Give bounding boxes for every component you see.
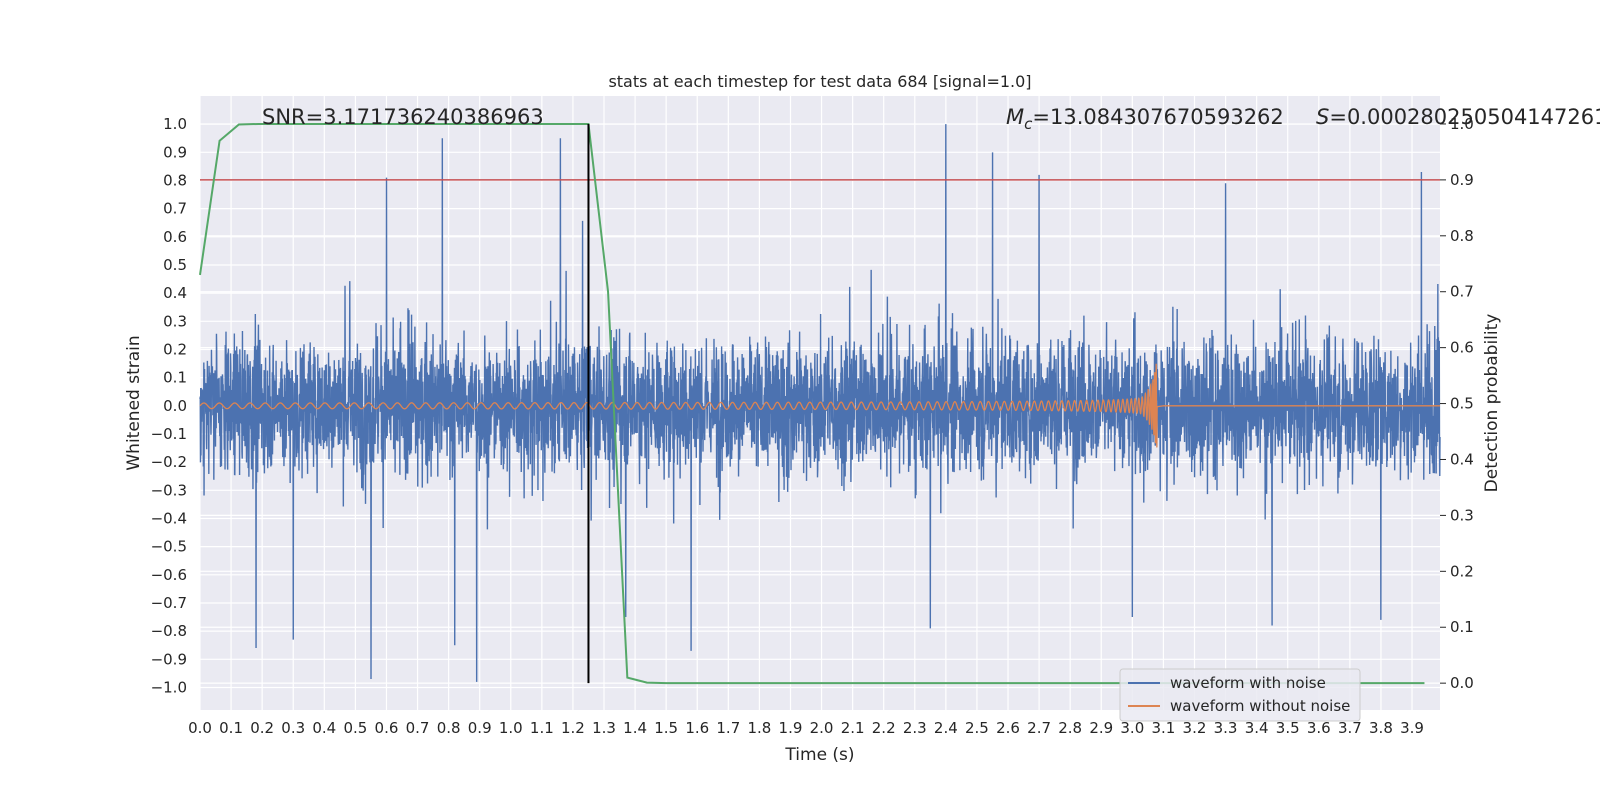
x-tick-label: 1.4	[623, 719, 647, 737]
y2-tick-label: 0.0	[1450, 674, 1474, 692]
x-tick-label: 3.3	[1214, 719, 1238, 737]
x-tick-label: 1.7	[716, 719, 740, 737]
x-tick-label: 1.6	[685, 719, 709, 737]
y2-tick-label: 0.8	[1450, 227, 1474, 245]
x-tick-label: 0.8	[437, 719, 461, 737]
y-tick-label: −0.5	[151, 538, 187, 556]
y-tick-label: 0.0	[163, 397, 187, 415]
x-tick-label: 2.2	[872, 719, 896, 737]
x-tick-label: 1.1	[530, 719, 554, 737]
x-tick-label: 0.0	[188, 719, 212, 737]
x-tick-label: 3.4	[1245, 719, 1269, 737]
y-tick-label: 0.6	[163, 228, 187, 246]
x-tick-labels: 0.0 0.1 0.2 0.3 0.4 0.5 0.6 0.7 0.8 0.9 1.0 1.1 1.2 1…	[188, 719, 1424, 737]
x-tick-label: 0.5	[343, 719, 367, 737]
y2-tick-label: 0.2	[1450, 562, 1474, 580]
x-tick-label: 0.4	[312, 719, 336, 737]
y-tick-label: 0.4	[163, 284, 187, 302]
y-tick-label: 1.0	[163, 115, 187, 133]
y-tick-label: 0.1	[163, 369, 187, 387]
x-tick-label: 1.8	[747, 719, 771, 737]
legend-label-noise: waveform with noise	[1170, 674, 1326, 692]
y2-tick-labels: 1.0 0.9 0.8 0.7 0.6 0.5 0.4 0.3 0.2 0.1 0.0	[1440, 115, 1474, 692]
y-tick-label: −0.2	[151, 453, 187, 471]
legend: waveform with noise waveform without noi…	[1119, 668, 1361, 722]
y2-tick-label: 0.1	[1450, 618, 1474, 636]
y-tick-label: −0.6	[151, 566, 187, 584]
y-tick-label: −0.1	[151, 425, 187, 443]
x-tick-label: 0.3	[281, 719, 305, 737]
x-tick-label: 3.6	[1307, 719, 1331, 737]
x-tick-label: 3.2	[1183, 719, 1207, 737]
y-tick-label: −0.9	[151, 650, 187, 668]
x-tick-label: 2.4	[934, 719, 958, 737]
series-waveform-with-noise	[199, 124, 1441, 682]
y-tick-label: −0.3	[151, 481, 187, 499]
x-axis-label: Time (s)	[784, 745, 854, 765]
x-tick-label: 2.8	[1058, 719, 1082, 737]
x-tick-label: 3.1	[1151, 719, 1175, 737]
y2-tick-label: 0.7	[1450, 283, 1474, 301]
chart-title: stats at each timestep for test data 684…	[608, 72, 1031, 91]
snr-annotation: SNR=3.171736240386963	[262, 105, 544, 129]
y2-tick-label: 0.5	[1450, 395, 1474, 413]
legend-box	[1119, 668, 1361, 722]
y-tick-label: −1.0	[151, 678, 187, 696]
y-tick-labels: 1.0 0.9 0.8 0.7 0.6 0.5 0.4 0.3 0.2 0.1 0.0 −0.1 −0.…	[151, 115, 187, 696]
x-tick-label: 2.1	[841, 719, 865, 737]
plot-content	[199, 122, 1441, 685]
x-tick-label: 3.0	[1120, 719, 1144, 737]
y2-tick-label: 0.6	[1450, 339, 1474, 357]
x-tick-label: 0.1	[219, 719, 243, 737]
x-tick-label: 2.0	[810, 719, 834, 737]
x-tick-label: 3.9	[1400, 719, 1424, 737]
y2-axis-label: Detection probability	[1482, 314, 1502, 493]
y-tick-label: 0.5	[163, 256, 187, 274]
y-tick-label: 0.9	[163, 143, 187, 161]
x-tick-label: 0.9	[468, 719, 492, 737]
mc-annotation: Mc=13.084307670593262	[1006, 105, 1284, 133]
x-tick-label: 1.9	[779, 719, 803, 737]
x-tick-label: 2.9	[1089, 719, 1113, 737]
mc-value: =13.084307670593262	[1032, 105, 1283, 129]
s-annotation: S=0.00028025050414726138	[1316, 105, 1600, 129]
y2-tick-label: 1.0	[1450, 115, 1474, 133]
y2-tick-label: 0.4	[1450, 450, 1474, 468]
s-symbol: S	[1316, 105, 1329, 129]
y-tick-label: 0.3	[163, 312, 187, 330]
y-tick-label: 0.7	[163, 200, 187, 218]
y-tick-label: −0.7	[151, 594, 187, 612]
x-tick-label: 0.7	[406, 719, 430, 737]
series-detection-probability	[199, 122, 1425, 685]
y-tick-label: −0.4	[151, 509, 187, 527]
y-axis-label: Whitened strain	[124, 335, 144, 470]
x-tick-label: 1.3	[592, 719, 616, 737]
y-tick-label: 0.8	[163, 171, 187, 189]
y2-tick-label: 0.9	[1450, 171, 1474, 189]
x-tick-label: 2.5	[965, 719, 989, 737]
x-tick-label: 0.2	[250, 719, 274, 737]
x-tick-label: 3.8	[1369, 719, 1393, 737]
x-tick-label: 2.7	[1027, 719, 1051, 737]
mc-symbol: M	[1006, 105, 1024, 129]
s-value: =0.00028025050414726138	[1329, 105, 1600, 129]
mc-subscript: c	[1024, 115, 1033, 133]
x-tick-label: 2.6	[996, 719, 1020, 737]
x-tick-label: 3.7	[1338, 719, 1362, 737]
y2-tick-label: 0.3	[1450, 506, 1474, 524]
x-tick-label: 2.3	[903, 719, 927, 737]
y-tick-label: 0.2	[163, 340, 187, 358]
series-waveform-without-noise	[199, 363, 1440, 448]
x-tick-label: 1.0	[499, 719, 523, 737]
x-tick-label: 0.6	[375, 719, 399, 737]
x-tick-label: 1.5	[654, 719, 678, 737]
x-tick-label: 3.5	[1276, 719, 1300, 737]
x-tick-label: 1.2	[561, 719, 585, 737]
legend-label-clean: waveform without noise	[1170, 697, 1350, 715]
y-tick-label: −0.8	[151, 622, 187, 640]
